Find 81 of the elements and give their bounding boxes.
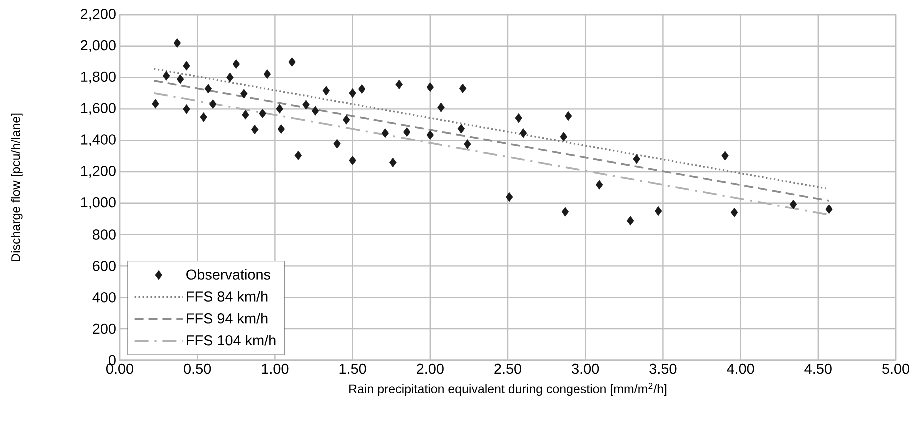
y-tick-label: 1,800 [81,72,116,84]
x-tick-label: 0.00 [106,364,134,374]
legend-label: FFS 104 km/h [187,335,276,346]
y-tick-label: 800 [93,230,116,240]
point [294,150,302,160]
point [438,102,445,112]
point [349,156,356,166]
x-tick-label: 5.00 [882,364,910,374]
point [278,124,286,134]
x-tick-label: 4.00 [727,364,754,374]
point [564,111,572,122]
x-axis-title: Rain precipitation equivalent during congestion [mm/m$^{2}$/h] [350,382,667,396]
legend-label: FFS 84 km/h [187,291,268,302]
y-tick-label: 2,200 [81,9,116,21]
point [790,200,798,210]
point [152,99,160,109]
point [730,208,738,218]
y-axis-title: Discharge flow [pcu/h/lane] [11,114,23,262]
point [349,88,356,98]
point [426,82,434,92]
x-tick-label: 2.50 [494,364,522,374]
point [288,57,296,68]
y-tick-label: 2,000 [81,40,116,52]
point [242,110,250,120]
point [403,127,411,138]
point [226,72,234,82]
point [334,139,341,149]
point [322,86,330,96]
point [200,112,208,122]
y-tick-label: 200 [93,324,116,334]
point [312,106,320,116]
point [251,124,259,135]
x-tick-label: 1.50 [340,364,366,374]
point [183,61,190,71]
point [560,132,568,142]
point [382,128,390,138]
point [596,180,604,190]
y-tick-label: 600 [93,261,116,272]
point [390,158,397,168]
point [722,151,729,161]
point [633,154,640,164]
point [506,192,514,202]
point [240,89,248,99]
point [515,114,523,124]
point [342,115,350,125]
x-tick-label: 4.50 [804,364,832,374]
point [458,124,466,134]
point [204,84,212,94]
point [562,207,570,217]
legend-label: FFS 94 km/h [187,313,268,324]
point [654,206,662,216]
point [426,130,434,140]
point [183,104,190,114]
x-tick-label: 2.00 [417,364,444,374]
point [174,38,182,48]
point [459,84,467,94]
point [176,74,184,84]
point [358,84,366,94]
y-tick-label: 1,200 [81,166,116,178]
y-tick-label: 0 [109,355,116,366]
point [162,71,170,81]
x-tick-label: 3.50 [650,364,677,374]
x-tick-label: 0.50 [184,364,212,374]
point [520,128,528,138]
point [826,204,833,214]
point [302,100,310,110]
point [396,80,403,90]
x-tick-label: 3.00 [572,364,600,374]
y-tick-label: 1,600 [81,103,116,116]
x-tick-label: 1.00 [262,364,289,374]
point [232,60,240,70]
point [264,70,272,80]
point [626,216,634,226]
y-tick-label: 1,400 [81,134,116,147]
point [276,104,284,114]
point [259,108,266,119]
point [464,140,472,150]
y-tick-label: 400 [92,292,116,303]
legend-label: Observations [186,269,270,280]
y-tick-label: 1,000 [81,197,116,210]
point [209,100,217,110]
